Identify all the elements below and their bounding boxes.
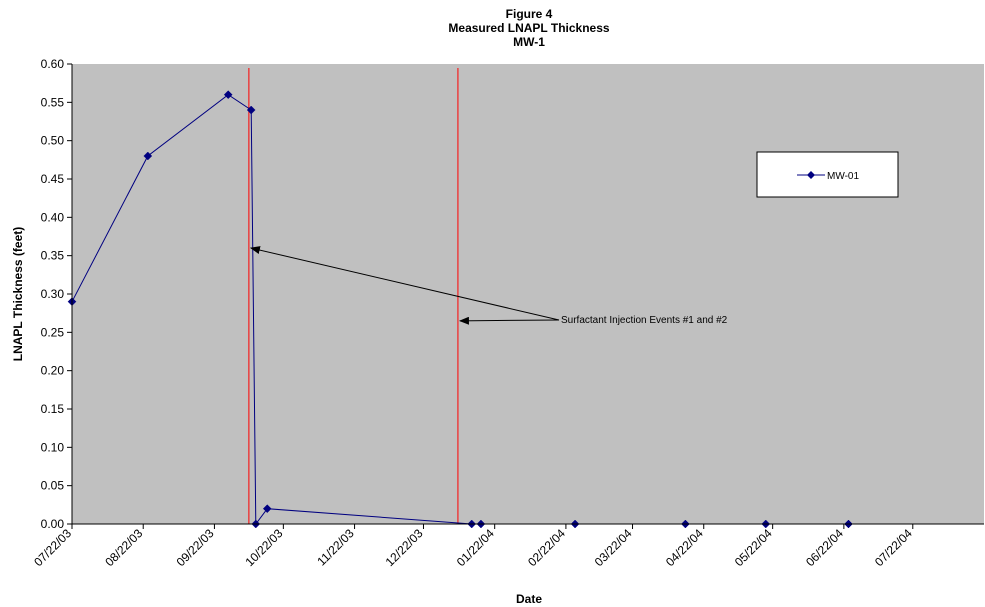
y-tick-label: 0.20	[41, 364, 65, 378]
y-tick-label: 0.35	[41, 249, 65, 263]
chart-title-line: MW-1	[513, 35, 545, 49]
y-tick-label: 0.40	[41, 210, 65, 224]
chart-title-line: Measured LNAPL Thickness	[448, 21, 609, 35]
annotation-arrow	[249, 246, 560, 321]
y-tick-label: 0.45	[41, 172, 65, 186]
y-tick-label: 0.10	[41, 440, 65, 454]
x-tick-label: 08/22/03	[102, 526, 145, 569]
data-point	[246, 105, 256, 115]
legend-box	[756, 151, 899, 198]
legend-label: MW-01	[827, 171, 859, 182]
x-tick-label: 04/22/04	[663, 526, 706, 569]
x-tick-label: 06/22/04	[803, 526, 846, 569]
y-tick-label: 0.00	[41, 517, 65, 531]
y-tick-label: 0.55	[41, 95, 65, 109]
annotation-text: Surfactant Injection Events #1 and #2	[561, 315, 728, 326]
x-axis-label: Date	[516, 592, 542, 606]
y-axis-label: LNAPL Thickness (feet)	[11, 227, 25, 361]
y-tick-label: 0.25	[41, 325, 65, 339]
annotation: Surfactant Injection Events #1 and #2	[249, 246, 728, 326]
annotation-arrow	[458, 316, 560, 325]
x-tick-label: 05/22/04	[732, 526, 775, 569]
data-point	[262, 504, 272, 514]
x-tick-label: 07/22/03	[31, 526, 74, 569]
x-tick-label: 12/22/03	[383, 526, 426, 569]
x-tick-label: 09/22/03	[174, 526, 217, 569]
x-tick-label: 10/22/03	[243, 526, 286, 569]
x-tick-label: 02/22/04	[525, 526, 568, 569]
legend: MW-01	[756, 151, 899, 198]
chart-title-line: Figure 4	[506, 7, 553, 21]
data-point	[223, 90, 233, 100]
x-tick-label: 01/22/04	[454, 526, 497, 569]
y-tick-label: 0.05	[41, 479, 65, 493]
y-tick-label: 0.60	[41, 57, 65, 71]
x-tick-label: 11/22/03	[314, 526, 357, 569]
data-point	[143, 151, 153, 161]
x-tick-label: 03/22/04	[592, 526, 635, 569]
plot-area	[72, 64, 984, 524]
x-tick-label: 07/22/04	[872, 526, 915, 569]
y-tick-label: 0.50	[41, 134, 65, 148]
y-tick-label: 0.15	[41, 402, 65, 416]
y-tick-label: 0.30	[41, 287, 65, 301]
legend-marker-swatch	[807, 171, 815, 179]
